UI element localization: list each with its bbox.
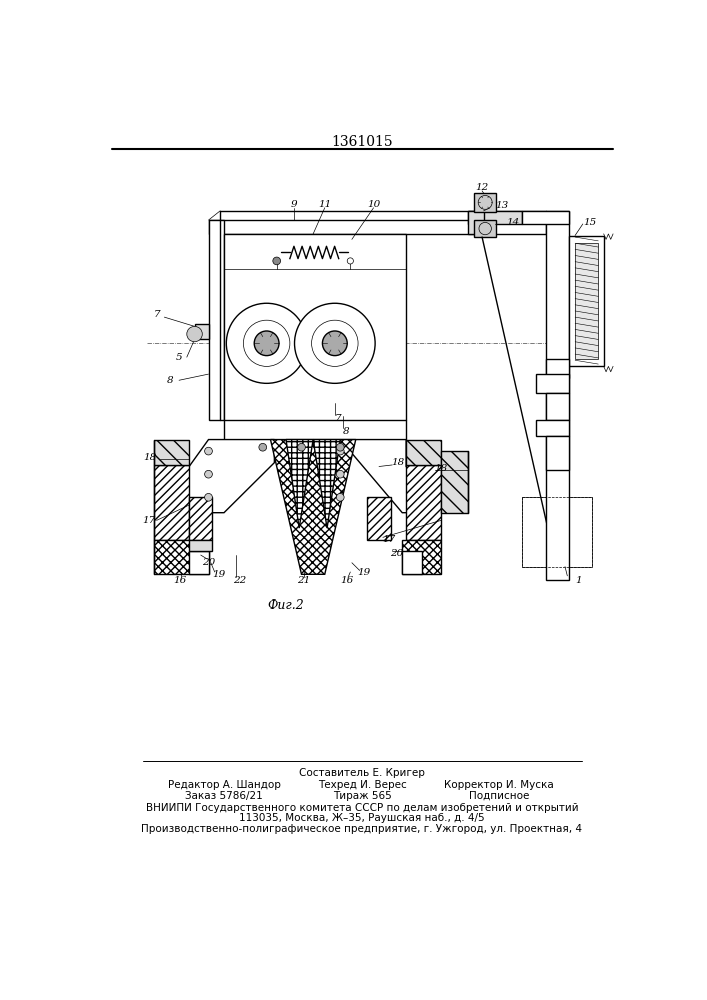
Text: 20: 20 <box>390 549 404 558</box>
Bar <box>535 374 569 393</box>
Circle shape <box>478 195 492 209</box>
Bar <box>474 220 496 237</box>
Text: 16: 16 <box>173 576 187 585</box>
Circle shape <box>337 493 344 501</box>
Text: 15: 15 <box>583 218 597 227</box>
Polygon shape <box>402 551 421 574</box>
Bar <box>522 211 569 224</box>
Polygon shape <box>189 540 212 551</box>
Text: Подписное: Подписное <box>469 791 530 801</box>
Text: 14: 14 <box>506 218 520 227</box>
Bar <box>575 243 598 359</box>
Bar <box>546 359 569 378</box>
Text: 8: 8 <box>342 427 349 436</box>
Circle shape <box>295 303 375 383</box>
Text: 9: 9 <box>291 200 297 209</box>
Bar <box>522 497 592 567</box>
Text: Редактор А. Шандор: Редактор А. Шандор <box>168 780 281 790</box>
Circle shape <box>259 443 267 451</box>
Text: 1: 1 <box>575 576 581 585</box>
Polygon shape <box>154 465 189 540</box>
Bar <box>546 393 569 420</box>
Circle shape <box>312 320 358 366</box>
Text: Тираж 565: Тираж 565 <box>332 791 392 801</box>
Circle shape <box>273 257 281 265</box>
Text: 18: 18 <box>392 458 405 467</box>
Circle shape <box>337 443 344 451</box>
Polygon shape <box>340 440 441 513</box>
Text: Техред И. Верес: Техред И. Верес <box>317 780 407 790</box>
Circle shape <box>322 331 347 356</box>
Polygon shape <box>189 551 209 574</box>
Text: ВНИИПИ Государственного комитета СССР по делам изобретений и открытий: ВНИИПИ Государственного комитета СССР по… <box>146 803 578 813</box>
Circle shape <box>204 447 212 455</box>
Text: 7: 7 <box>334 414 341 423</box>
Text: Фиг.2: Фиг.2 <box>268 599 305 612</box>
Text: Заказ 5786/21: Заказ 5786/21 <box>185 791 263 801</box>
Polygon shape <box>313 440 340 528</box>
Text: 10: 10 <box>367 200 380 209</box>
Circle shape <box>298 443 305 451</box>
Polygon shape <box>154 540 209 574</box>
Text: 1361015: 1361015 <box>331 135 393 149</box>
Text: 22: 22 <box>233 576 246 585</box>
Text: 17: 17 <box>142 516 156 525</box>
Polygon shape <box>402 540 441 574</box>
Bar <box>474 193 496 212</box>
Circle shape <box>479 222 491 235</box>
Text: 18: 18 <box>434 464 448 473</box>
Polygon shape <box>154 440 189 465</box>
Bar <box>192 328 196 336</box>
Text: 19: 19 <box>357 568 370 577</box>
Polygon shape <box>189 440 274 513</box>
Text: 13: 13 <box>495 201 508 210</box>
Text: 5: 5 <box>176 353 182 362</box>
Circle shape <box>226 303 307 383</box>
Text: 21: 21 <box>297 576 310 585</box>
Circle shape <box>255 331 279 356</box>
Polygon shape <box>189 497 212 540</box>
Polygon shape <box>286 440 313 528</box>
Text: Составитель Е. Кригер: Составитель Е. Кригер <box>299 768 425 778</box>
Polygon shape <box>441 451 468 513</box>
Text: Корректор И. Муска: Корректор И. Муска <box>444 780 554 790</box>
Text: 11: 11 <box>318 200 332 209</box>
Bar <box>468 211 522 224</box>
Circle shape <box>337 447 344 455</box>
Text: 16: 16 <box>340 576 353 585</box>
Polygon shape <box>368 497 391 540</box>
Polygon shape <box>271 440 356 574</box>
Text: 12: 12 <box>475 183 489 192</box>
Bar <box>209 220 546 234</box>
Polygon shape <box>406 465 441 540</box>
Circle shape <box>204 470 212 478</box>
Text: 19: 19 <box>212 570 226 579</box>
Polygon shape <box>406 440 441 465</box>
Text: 17: 17 <box>382 535 396 544</box>
Circle shape <box>337 470 344 478</box>
Circle shape <box>187 326 202 342</box>
Text: 8: 8 <box>166 376 173 385</box>
Circle shape <box>243 320 290 366</box>
Text: Производственно-полиграфическое предприятие, г. Ужгород, ул. Проектная, 4: Производственно-полиграфическое предприя… <box>141 824 583 834</box>
Text: 113035, Москва, Ж–35, Раушская наб., д. 4/5: 113035, Москва, Ж–35, Раушская наб., д. … <box>239 813 485 823</box>
Text: 20: 20 <box>202 558 215 567</box>
Bar <box>468 211 484 234</box>
Circle shape <box>347 258 354 264</box>
Text: 18: 18 <box>144 453 157 462</box>
Text: 7: 7 <box>153 310 160 319</box>
Bar <box>194 324 209 339</box>
Circle shape <box>204 493 212 501</box>
Bar <box>546 436 569 470</box>
Bar <box>546 211 569 580</box>
Bar <box>535 420 569 436</box>
Bar <box>569 235 604 366</box>
Bar <box>209 220 224 420</box>
Bar <box>224 234 406 420</box>
